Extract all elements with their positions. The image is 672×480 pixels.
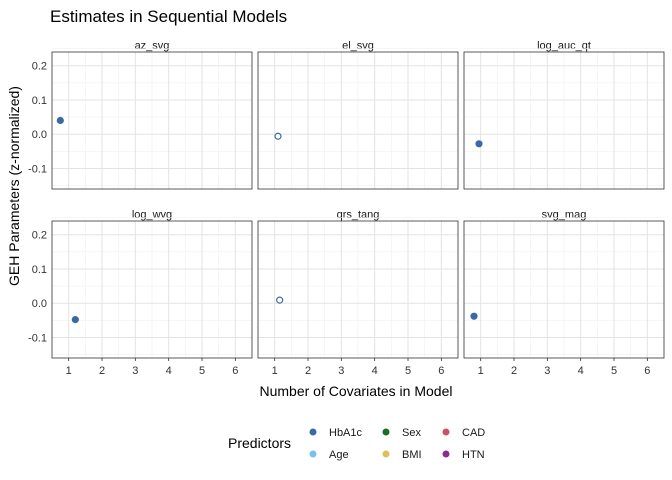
data-point-az_svg [56,116,64,125]
facet-panel-az_svg: az_svg -0.1 0.0 0.1 0.2 [28,40,253,190]
data-point-svg_mag [470,312,478,320]
x-tick-label: 5 [199,365,205,377]
x-tick-label: 2 [99,365,105,377]
x-tick-label: 1 [478,365,484,377]
y-tick-label: -0.1 [28,163,47,175]
x-axis-label: Number of Covariates in Model [260,383,453,399]
legend-label-htn: HTN [462,449,485,461]
legend-label-cad: CAD [462,427,485,439]
panel-border [51,51,253,190]
facet-strip-label: log_auc_qt [537,40,591,52]
data-point-log_wvg [71,316,79,324]
legend-key-bmi [382,450,390,458]
y-tick-label: 0.0 [32,129,47,141]
facet-panel-qrs_tang: qrs_tang 1 2 3 4 5 6 [257,209,459,377]
x-tick-label: 4 [578,365,584,377]
legend-key-hba1c [309,428,317,436]
panel-border [463,220,665,359]
x-tick-label: 3 [338,365,344,377]
data-point-qrs_tang [276,296,284,304]
y-tick-label: -0.1 [28,332,47,344]
x-tick-label: 2 [305,365,311,377]
legend-title: Predictors [228,435,291,451]
legend-key-sex [382,428,390,436]
y-tick-label: 0.1 [32,95,47,107]
x-tick-label: 6 [438,365,444,377]
panel-border [257,51,459,190]
x-tick-label: 1 [66,365,72,377]
legend-label-sex: Sex [402,427,421,439]
legend-label-bmi: BMI [402,449,422,461]
x-tick-label: 5 [611,365,617,377]
x-tick-label: 5 [405,365,411,377]
panel-border [463,51,665,190]
legend-key-htn [442,450,450,458]
facet-strip-label: az_svg [135,40,170,52]
x-tick-label: 6 [232,365,238,377]
legend: Predictors HbA1c Age Sex BMI CAD HTN [228,427,485,461]
panel-border [51,220,253,359]
data-point-log_auc_qt [475,140,483,148]
y-tick-label: 0.1 [32,264,47,276]
x-tick-label: 4 [166,365,172,377]
facet-strip-label: svg_mag [542,209,587,221]
facet-panel-svg_mag: svg_mag 1 2 3 4 5 6 [463,209,665,377]
x-tick-label: 2 [511,365,517,377]
panel-border [257,220,459,359]
legend-label-hba1c: HbA1c [329,427,363,439]
facet-panel-log_wvg: log_wvg -0.1 0.0 0.1 0.2 1 2 3 4 5 6 [28,209,253,377]
x-tick-label: 3 [544,365,550,377]
y-tick-label: 0.2 [32,230,47,242]
x-tick-label: 6 [644,365,650,377]
data-point-el_svg [274,132,282,140]
x-tick-label: 4 [372,365,378,377]
facet-strip-label: el_svg [342,40,374,52]
facet-strip-label: qrs_tang [337,209,380,221]
x-tick-label: 1 [272,365,278,377]
legend-key-age [309,450,317,458]
y-tick-label: 0.2 [32,61,47,73]
facet-panel-el_svg: el_svg [257,40,459,190]
facet-panel-log_auc_qt: log_auc_qt [463,40,665,190]
legend-key-cad [442,428,450,436]
x-tick-label: 3 [132,365,138,377]
y-axis-label: GEH Parameters (z-normalized) [6,86,22,286]
chart-title: Estimates in Sequential Models [50,7,287,26]
y-tick-label: 0.0 [32,298,47,310]
facet-strip-label: log_wvg [132,209,172,221]
legend-label-age: Age [329,449,349,461]
